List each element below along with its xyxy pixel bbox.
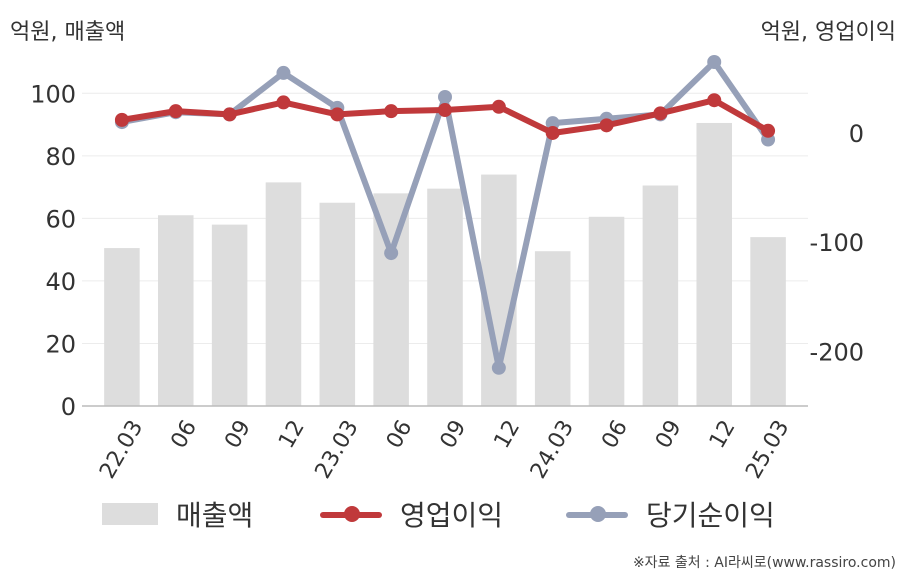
y-left-tick-label: 80 [45,143,76,171]
y-left-tick-label: 60 [45,205,76,233]
legend-item-revenue: 매출액 [102,492,253,536]
x-tick-label: 12 [490,416,526,453]
bar-revenue [319,202,356,406]
point-operating [438,103,452,118]
x-tick-label: 06 [597,416,633,453]
point-net [384,246,399,261]
point-operating [707,93,722,108]
point-net [491,360,506,375]
legend-swatch-net [566,506,628,522]
point-operating [545,125,560,140]
point-operating [330,107,345,122]
point-operating [168,104,183,119]
y-left-tick-label: 0 [61,393,76,421]
bar-revenue [750,237,786,406]
legend-label-revenue: 매출액 [176,499,254,532]
left-axis-unit: 억원, 매출액 [10,20,126,45]
y-left-tick-label: 20 [45,330,76,358]
source-note: ※자료 출처 : AI라씨로(www.rassiro.com) [632,555,896,571]
bar-revenue [104,248,140,406]
x-tick-label: 09 [220,416,256,453]
legend-swatch-operating [320,506,382,522]
point-operating [114,112,129,127]
point-operating [599,118,614,133]
legend-swatch-revenue [102,503,158,525]
y-left-tick-label: 100 [30,80,76,108]
right-axis-unit: 억원, 영업이익 [760,20,896,45]
x-tick-label: 22.03 [95,416,148,483]
y-right-tick-label: -200 [810,338,864,366]
x-tick-label: 23.03 [311,416,364,483]
legend-item-operating: 영업이익 [320,492,503,536]
bar-revenue [588,216,625,406]
y-right-tick-label: 0 [849,120,864,148]
y-right-tick-label: -100 [810,229,864,257]
bar-revenue [158,215,194,406]
bar-revenue [211,224,248,406]
point-net [707,55,722,69]
x-tick-label: 09 [436,416,472,453]
bar-revenue [265,182,302,406]
bar-revenue [427,188,463,406]
y-left-tick-label: 40 [45,268,76,296]
legend-label-net: 당기순이익 [646,499,775,532]
point-operating [653,106,668,121]
point-operating [384,104,399,119]
point-net [276,65,291,80]
point-operating [491,99,506,114]
point-operating [276,95,291,110]
bar-revenue [696,122,732,407]
legend-label-operating: 영업이익 [400,499,504,532]
x-tick-label: 06 [382,416,418,453]
x-tick-label: 12 [274,416,310,453]
legend-item-net: 당기순이익 [566,492,775,536]
point-operating [761,123,776,138]
x-tick-label: 12 [705,416,741,453]
legend: 매출액 영업이익 당기순이익 [0,492,908,536]
x-tick-label: 06 [166,416,202,453]
x-tick-label: 24.03 [526,416,579,483]
point-net [438,89,452,104]
point-operating [222,107,237,122]
point-net [545,116,560,131]
x-tick-label: 25.03 [741,416,794,483]
bar-revenue [642,185,679,406]
x-tick-label: 09 [651,416,687,453]
bar-revenue [534,251,571,406]
